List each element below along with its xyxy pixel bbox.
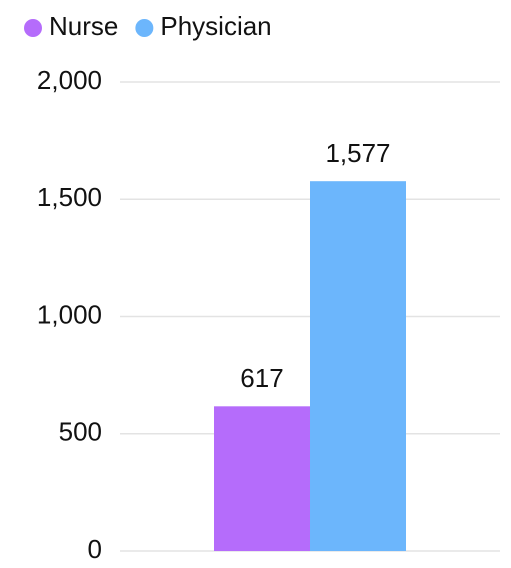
bar <box>310 181 406 552</box>
data-label: 1,577 <box>325 138 390 168</box>
y-tick-label: 0 <box>88 534 102 564</box>
data-label: 617 <box>240 363 283 393</box>
bar <box>214 406 310 551</box>
legend-swatch <box>24 19 42 37</box>
y-tick-label: 1,500 <box>37 182 102 212</box>
y-tick-label: 500 <box>59 417 102 447</box>
y-tick-label: 1,000 <box>37 299 102 329</box>
legend-label: Nurse <box>49 11 118 41</box>
y-tick-label: 2,000 <box>37 65 102 95</box>
legend-label: Physician <box>160 11 271 41</box>
legend-swatch <box>135 19 154 37</box>
